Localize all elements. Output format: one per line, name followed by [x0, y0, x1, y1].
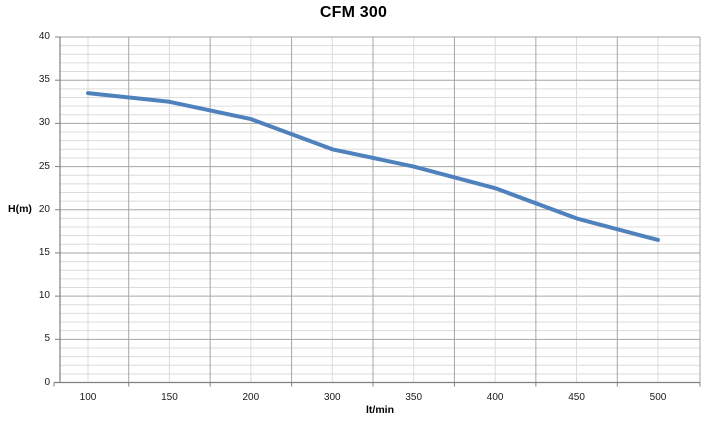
x-tick-label: 200	[242, 391, 260, 403]
y-axis-title: H(m)	[8, 202, 32, 215]
x-tick-label: 400	[486, 391, 504, 403]
chart-title: CFM 300	[319, 4, 388, 21]
x-tick-label: 150	[161, 391, 178, 403]
y-tick-label: 35	[38, 74, 50, 86]
y-tick-label: 10	[38, 290, 50, 302]
y-tick-label: 25	[38, 160, 50, 172]
x-tick-label: 100	[79, 391, 97, 403]
x-tick-label: 500	[649, 391, 667, 403]
y-tick-label: 20	[38, 203, 50, 215]
series-line	[86, 91, 660, 242]
y-tick-label: 0	[44, 376, 50, 388]
y-tick-label: 30	[38, 117, 50, 129]
y-tick-label: 5	[44, 333, 50, 345]
y-tick-label: 40	[38, 31, 50, 42]
y-tick-label: 15	[38, 246, 50, 258]
x-tick-label: 450	[568, 391, 585, 403]
x-tick-label: 350	[405, 391, 423, 403]
x-tick-label: 300	[323, 391, 341, 403]
x-axis-title: lt/min	[366, 403, 394, 416]
